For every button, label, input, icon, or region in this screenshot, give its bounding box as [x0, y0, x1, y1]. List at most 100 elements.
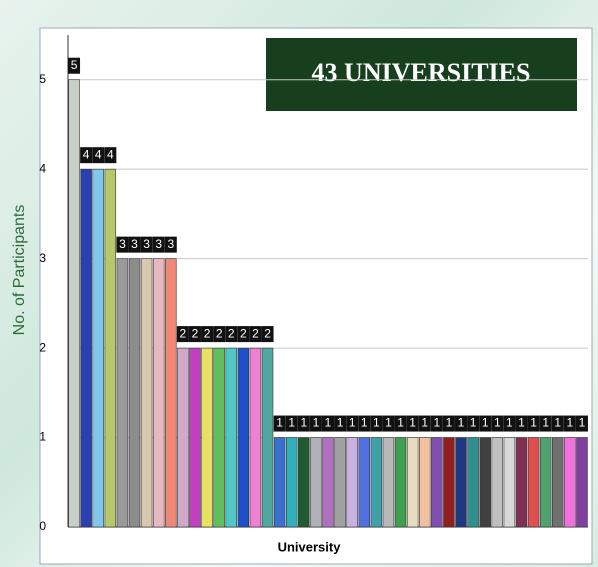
bar: [249, 347, 262, 528]
y-tick-label: 5: [39, 72, 46, 86]
value-label-bg: [116, 236, 129, 253]
bar: [189, 347, 201, 528]
value-label: 1: [373, 416, 380, 430]
bar: [201, 347, 213, 528]
y-tick-label: 1: [39, 430, 46, 444]
value-label-bg: [430, 415, 443, 432]
bar: [80, 168, 92, 528]
value-label-bg: [201, 326, 214, 343]
value-label: 1: [385, 416, 392, 430]
value-label-bg: [273, 415, 286, 432]
value-label-bg: [406, 415, 419, 432]
y-tick-label: 4: [39, 161, 46, 175]
value-label-bg: [68, 57, 81, 74]
value-label: 1: [494, 416, 501, 430]
bar: [467, 437, 479, 528]
bar: [261, 347, 274, 528]
value-label-bg: [152, 236, 165, 253]
bar: [140, 258, 153, 528]
bar: [273, 437, 286, 528]
value-label: 2: [228, 326, 235, 340]
bar: [382, 437, 395, 528]
value-label: 1: [337, 416, 344, 430]
value-label: 1: [288, 416, 295, 430]
bar: [68, 79, 80, 528]
bar: [406, 437, 419, 528]
value-label-bg: [297, 415, 310, 432]
bar: [515, 437, 528, 528]
bar: [298, 437, 310, 528]
value-label-bg: [140, 236, 153, 253]
value-label: 1: [446, 416, 453, 430]
bar: [128, 258, 141, 528]
bar: [334, 437, 346, 528]
value-label-bg: [575, 415, 588, 432]
bar: [92, 168, 104, 528]
value-label: 1: [433, 416, 440, 430]
value-label: 1: [458, 416, 465, 430]
x-axis-label: University: [278, 539, 342, 554]
bar: [152, 258, 165, 528]
value-label: 1: [470, 416, 477, 430]
value-label: 3: [167, 237, 174, 251]
bar: [419, 437, 431, 528]
bar: [370, 437, 383, 528]
value-label: 2: [264, 326, 271, 340]
value-label-bg: [418, 415, 431, 432]
value-label-bg: [104, 147, 117, 164]
value-label: 1: [349, 416, 356, 430]
bar: [165, 258, 177, 528]
bar: [225, 347, 237, 528]
bar: [177, 347, 189, 528]
value-label-bg: [479, 415, 492, 432]
value-label-bg: [539, 415, 552, 432]
value-label: 1: [313, 416, 320, 430]
value-label: 1: [300, 416, 307, 430]
bar: [116, 258, 129, 528]
value-label-bg: [370, 415, 383, 432]
value-label: 2: [252, 326, 259, 340]
value-label-bg: [176, 326, 189, 343]
value-label-bg: [467, 415, 480, 432]
value-label-bg: [515, 415, 528, 432]
value-label: 1: [554, 416, 561, 430]
value-label: 1: [325, 416, 332, 430]
value-label: 2: [216, 326, 223, 340]
value-label: 4: [95, 147, 102, 161]
bar: [285, 437, 298, 528]
value-label-bg: [358, 415, 371, 432]
bar: [539, 437, 552, 528]
y-tick-label: 0: [39, 519, 46, 533]
value-label-bg: [213, 326, 226, 343]
value-label: 1: [482, 416, 489, 430]
value-label: 1: [421, 416, 428, 430]
value-label-bg: [309, 415, 322, 432]
bar: [213, 347, 225, 528]
y-axis-label: No. of Participants: [11, 205, 28, 336]
value-label-bg: [92, 147, 105, 164]
bar: [527, 437, 540, 528]
value-label-bg: [563, 415, 576, 432]
value-label: 2: [240, 326, 247, 340]
bar: [394, 437, 407, 528]
bar: [358, 437, 371, 528]
value-label: 3: [143, 237, 150, 251]
value-label: 2: [180, 326, 187, 340]
bar: [346, 437, 358, 528]
bar: [237, 347, 250, 528]
value-label-bg: [442, 415, 455, 432]
bar: [491, 437, 504, 528]
value-label: 1: [397, 416, 404, 430]
value-label-bg: [80, 147, 93, 164]
value-label: 1: [276, 416, 283, 430]
value-label-bg: [503, 415, 516, 432]
value-label-bg: [455, 415, 468, 432]
value-label-bg: [285, 415, 298, 432]
value-label-bg: [551, 415, 564, 432]
value-label-bg: [334, 415, 347, 432]
value-label: 4: [83, 147, 90, 161]
value-label: 1: [542, 416, 549, 430]
bar: [503, 437, 516, 528]
